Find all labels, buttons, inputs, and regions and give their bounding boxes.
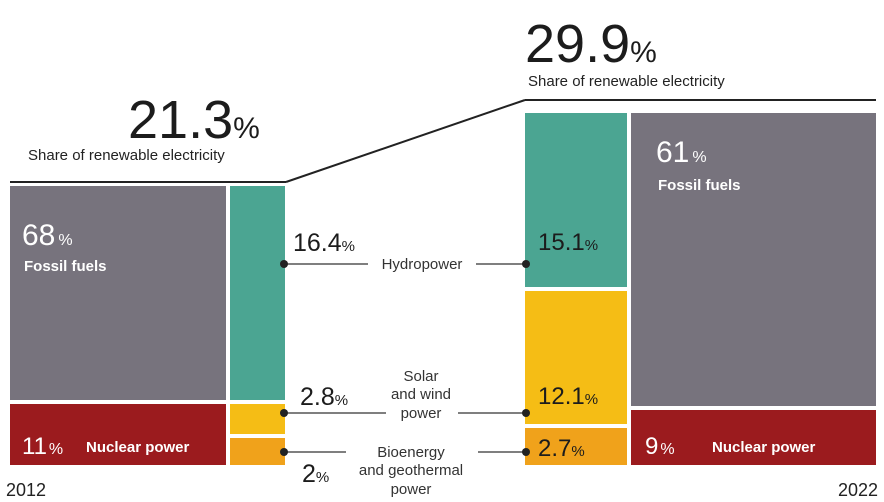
nuclear-2022-name: Nuclear power: [712, 439, 816, 456]
fossil-2022-name: Fossil fuels: [658, 177, 741, 194]
solar-2022-value: 12.1%: [538, 383, 598, 410]
bio-name-line2: and geothermal: [359, 462, 463, 479]
share-2022-label: Share of renewable electricity: [528, 73, 725, 90]
share-2012-value: 21.3%: [128, 90, 260, 150]
nuclear-2012-value: 11%: [22, 433, 63, 460]
solar-name-line2: and wind: [391, 386, 451, 403]
year-2012-label: 2012: [6, 480, 46, 500]
hydro-name: Hydropower: [382, 256, 463, 273]
bar-2022-nuclear: [631, 410, 876, 465]
bio-2012-value: 2%: [302, 460, 329, 488]
solar-2012-value: 2.8%: [300, 383, 348, 411]
hydro-2022-value: 15.1%: [538, 229, 598, 256]
connector-solar-dot-2012: [280, 409, 288, 417]
bar-2022-fossil: [631, 113, 876, 406]
bar-2012-nuclear: [10, 404, 226, 465]
bar-2012-bio: [230, 438, 285, 465]
fossil-2012-name: Fossil fuels: [24, 258, 107, 275]
connector-bio-dot-2012: [280, 448, 288, 456]
solar-name-line3: power: [401, 405, 442, 422]
nuclear-2022-value: 9%: [645, 433, 675, 460]
nuclear-2012-name: Nuclear power: [86, 439, 190, 456]
header-rule-slope: [285, 99, 526, 183]
bar-2022-solar: [525, 291, 627, 424]
connector-hydro-dot-2022: [522, 260, 530, 268]
connector-solar-dot-2022: [522, 409, 530, 417]
bio-name-line3: power: [391, 481, 432, 498]
bar-2012-hydro: [230, 186, 285, 400]
year-2022-label: 2022: [838, 480, 878, 500]
connector-hydro-dot-2012: [280, 260, 288, 268]
solar-name-line1: Solar: [403, 368, 438, 385]
bio-2022-value: 2.7%: [538, 435, 585, 462]
bar-2022-hydro: [525, 113, 627, 287]
bio-name-line1: Bioenergy: [377, 444, 445, 461]
share-2012-label: Share of renewable electricity: [28, 147, 225, 164]
hydro-2012-value: 16.4%: [293, 229, 355, 257]
bar-2012-solar: [230, 404, 285, 434]
bar-2012-fossil: [10, 186, 226, 400]
fossil-2012-value: 68%: [22, 219, 73, 252]
share-2022-value: 29.9%: [525, 14, 657, 74]
bar-2022-bio: [525, 428, 627, 465]
connector-bio-dot-2022: [522, 448, 530, 456]
fossil-2022-value: 61%: [656, 136, 707, 169]
